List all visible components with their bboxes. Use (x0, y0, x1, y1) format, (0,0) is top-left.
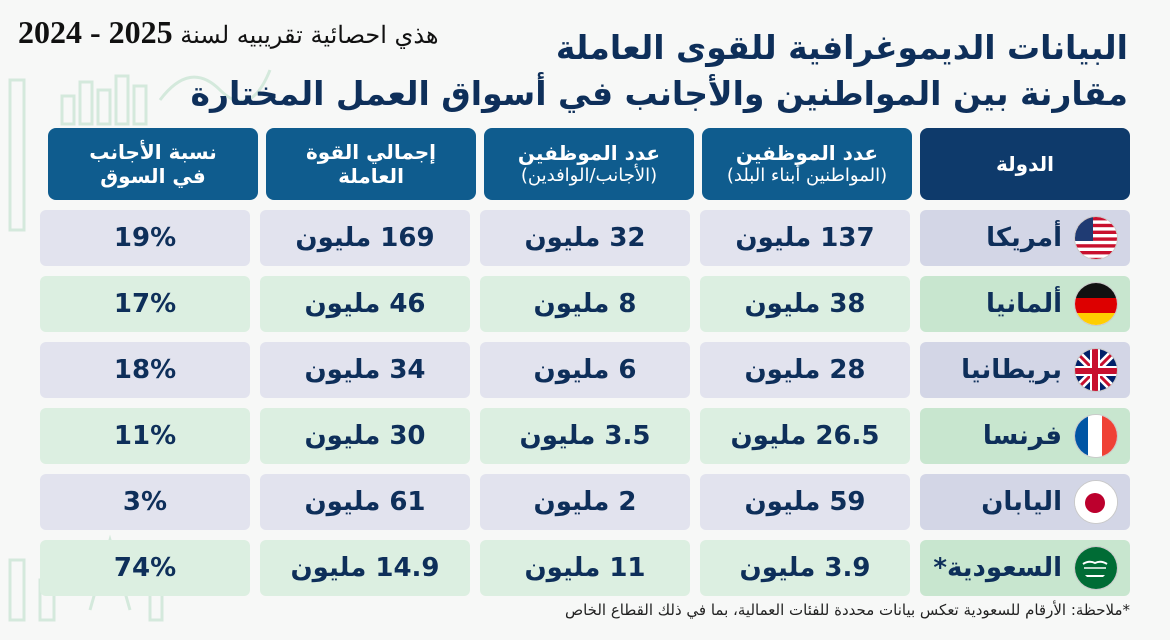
country-cell: أمريكا (920, 210, 1130, 266)
nationals-value: 28 مليون (700, 342, 910, 398)
nationals-value: 26.5 مليون (700, 408, 910, 464)
japan-flag-icon (1074, 480, 1118, 524)
subtitle-years: 2024 - 2025 (18, 14, 173, 50)
header-total: إجمالي القوة العاملة (266, 128, 476, 200)
country-cell: بريطانيا (920, 342, 1130, 398)
usa-flag-icon (1074, 216, 1118, 260)
foreign-share-value: 74% (40, 540, 250, 596)
country-cell: اليابان (920, 474, 1130, 530)
country-name: أمريكا (986, 223, 1062, 253)
page-title: البيانات الديموغرافية للقوى العاملة (555, 28, 1128, 67)
country-cell: ألمانيا (920, 276, 1130, 332)
foreign-share-value: 17% (40, 276, 250, 332)
country-cell: فرنسا (920, 408, 1130, 464)
foreigners-value: 11 مليون (480, 540, 690, 596)
germany-flag-icon (1074, 282, 1118, 326)
table-row: اليابان 59 مليون 2 مليون 61 مليون 3% (40, 474, 1130, 530)
nationals-value: 38 مليون (700, 276, 910, 332)
country-name: فرنسا (982, 421, 1062, 451)
workforce-table: الدولة عدد الموظفين (المواطنين أبناء الب… (40, 128, 1130, 596)
country-name: ألمانيا (985, 289, 1062, 319)
total-value: 46 مليون (260, 276, 470, 332)
country-name: السعودية* (933, 553, 1062, 583)
foreign-share-value: 3% (40, 474, 250, 530)
foreigners-value: 6 مليون (480, 342, 690, 398)
foreigners-value: 3.5 مليون (480, 408, 690, 464)
uk-flag-icon (1074, 348, 1118, 392)
nationals-value: 3.9 مليون (700, 540, 910, 596)
foreign-share-value: 18% (40, 342, 250, 398)
france-flag-icon (1074, 414, 1118, 458)
nationals-value: 137 مليون (700, 210, 910, 266)
foreigners-value: 8 مليون (480, 276, 690, 332)
table-row: السعودية* 3.9 مليون 11 مليون 14.9 مليون … (40, 540, 1130, 596)
header-foreign-share: نسبة الأجانب في السوق (48, 128, 258, 200)
country-name: اليابان (981, 487, 1062, 517)
subtitle-text: هذي احصائية تقريبيه لسنة (180, 21, 439, 49)
header-nationals: عدد الموظفين (المواطنين أبناء البلد) (702, 128, 912, 200)
table-header: الدولة عدد الموظفين (المواطنين أبناء الب… (40, 128, 1130, 200)
total-value: 169 مليون (260, 210, 470, 266)
page-subtitle: مقارنة بين المواطنين والأجانب في أسواق ا… (190, 74, 1128, 113)
foreigners-value: 2 مليون (480, 474, 690, 530)
total-value: 34 مليون (260, 342, 470, 398)
country-name: بريطانيا (961, 355, 1062, 385)
table-row: ألمانيا 38 مليون 8 مليون 46 مليون 17% (40, 276, 1130, 332)
header-country: الدولة (920, 128, 1130, 200)
total-value: 30 مليون (260, 408, 470, 464)
footnote: *ملاحظة: الأرقام للسعودية تعكس بيانات مح… (564, 601, 1130, 619)
foreign-share-value: 11% (40, 408, 250, 464)
foreigners-value: 32 مليون (480, 210, 690, 266)
total-value: 61 مليون (260, 474, 470, 530)
table-row: فرنسا 26.5 مليون 3.5 مليون 30 مليون 11% (40, 408, 1130, 464)
table-row: بريطانيا 28 مليون 6 مليون 34 مليون 18% (40, 342, 1130, 398)
subtitle-note: هذي احصائية تقريبيه لسنة 2024 - 2025 (18, 14, 578, 50)
saudi-flag-icon (1074, 546, 1118, 590)
country-cell: السعودية* (920, 540, 1130, 596)
total-value: 14.9 مليون (260, 540, 470, 596)
table-row: أمريكا 137 مليون 32 مليون 169 مليون 19% (40, 210, 1130, 266)
foreign-share-value: 19% (40, 210, 250, 266)
nationals-value: 59 مليون (700, 474, 910, 530)
header-foreigners: عدد الموظفين (الأجانب/الوافدين) (484, 128, 694, 200)
